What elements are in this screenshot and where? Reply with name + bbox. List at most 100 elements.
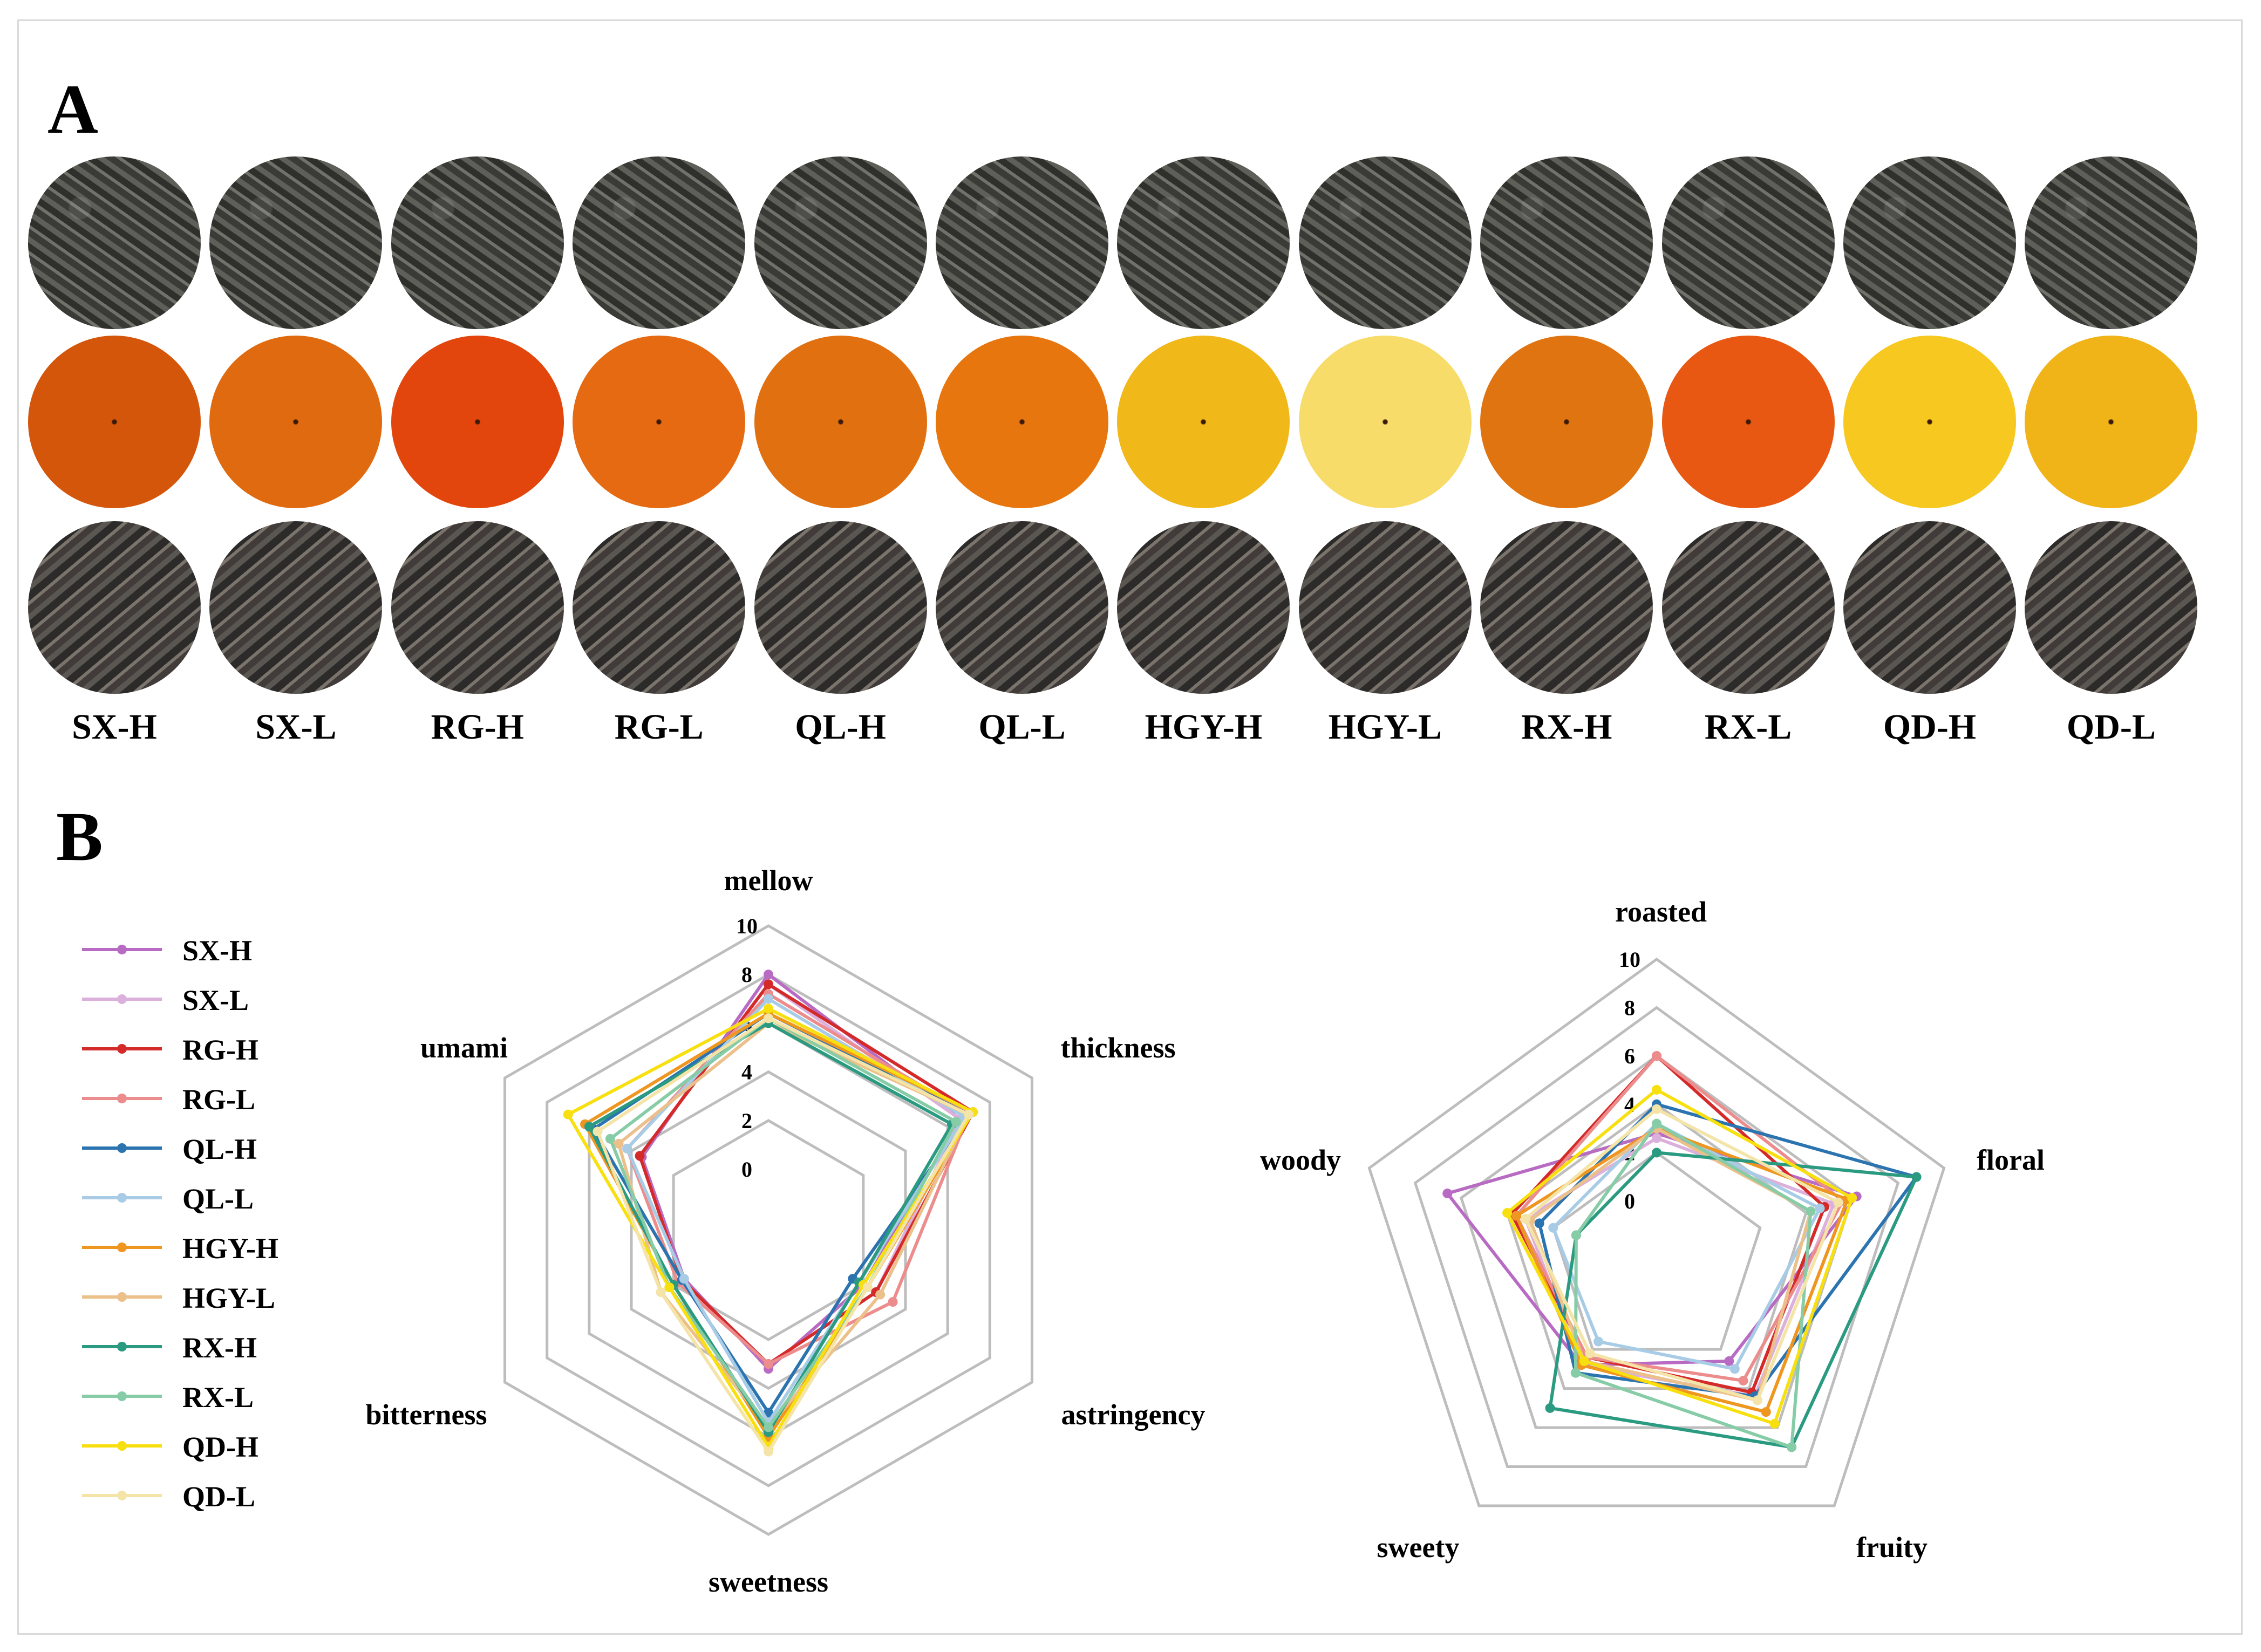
data-point <box>1769 1418 1780 1429</box>
data-point <box>563 1109 573 1119</box>
data-point <box>1579 1356 1589 1366</box>
grid-ring <box>1459 1054 1854 1429</box>
axis-label: sweetness <box>709 1566 828 1598</box>
data-point <box>964 1109 974 1119</box>
grid-ring <box>1413 1006 1900 1469</box>
axis-label: sweety <box>1377 1531 1460 1564</box>
legend-marker <box>117 1044 127 1054</box>
legend-label: SX-L <box>182 984 249 1016</box>
sample-label: QD-H <box>1883 707 1977 747</box>
sample-label: RX-L <box>1704 707 1792 747</box>
data-point <box>764 994 773 1004</box>
grid-ring <box>1551 1151 1762 1351</box>
dry-tea-photo <box>28 156 201 329</box>
sample-label: SX-H <box>72 707 157 747</box>
infused-leaf-photo <box>1117 521 1290 694</box>
legend-label: RX-L <box>182 1381 254 1414</box>
data-point <box>635 1151 645 1161</box>
dry-tea-photo <box>2025 156 2198 329</box>
tea-infusion-photo <box>28 336 201 508</box>
data-point <box>1521 1214 1531 1224</box>
data-point <box>764 1013 773 1023</box>
infused-leaf-photo <box>1298 521 1472 694</box>
data-point <box>1787 1442 1797 1452</box>
grid-ring <box>1367 957 1946 1507</box>
tick-label: 0 <box>1624 1189 1635 1213</box>
tick-label: 2 <box>741 1109 752 1133</box>
legend-marker <box>117 1391 127 1401</box>
data-point <box>1593 1336 1604 1347</box>
tea-infusion-photo <box>1117 336 1290 508</box>
data-point <box>1738 1376 1748 1386</box>
legend-label: RG-L <box>182 1083 255 1116</box>
dry-tea-photo <box>209 156 383 329</box>
data-point <box>1652 1051 1661 1061</box>
axis-label: mellow <box>724 864 813 897</box>
infused-leaf-photo <box>1843 521 2016 694</box>
axis-label: thickness <box>1060 1032 1175 1064</box>
dry-tea-photo <box>1298 156 1472 329</box>
dry-tea-photo <box>1661 156 1835 329</box>
data-point <box>1652 1104 1661 1114</box>
dry-tea-photo <box>1480 156 1653 329</box>
tea-infusion-photo <box>391 336 564 508</box>
data-point <box>764 970 773 980</box>
data-point <box>656 1287 666 1298</box>
legend-label: RX-H <box>182 1332 257 1364</box>
dry-tea-photo <box>1117 156 1290 329</box>
panel-b-label: B <box>56 798 103 876</box>
legend-marker <box>117 1441 127 1451</box>
data-point <box>888 1297 898 1307</box>
data-point <box>1761 1407 1771 1417</box>
legend-marker <box>117 1243 127 1252</box>
sample-label: QL-H <box>795 707 886 747</box>
axis-label: fruity <box>1856 1531 1928 1564</box>
series-line <box>1548 1151 1918 1449</box>
legend-label: SX-H <box>182 934 252 967</box>
tea-infusion-photo <box>1298 336 1472 508</box>
dry-tea-photo <box>754 156 927 329</box>
tea-infusion-photo <box>209 336 383 508</box>
data-point <box>614 1138 624 1149</box>
panel-a-label: A <box>47 71 98 148</box>
infused-leaf-photo <box>754 521 927 694</box>
sample-label: RX-H <box>1521 707 1612 747</box>
tick-label: 8 <box>1624 996 1635 1020</box>
legend-marker <box>117 1491 127 1500</box>
grid-ring <box>503 924 1033 1536</box>
legend-label: RG-H <box>182 1034 258 1066</box>
data-point <box>1752 1395 1762 1405</box>
data-point <box>875 1289 886 1300</box>
sample-label: RG-L <box>614 707 704 747</box>
sample-label: QL-L <box>978 707 1066 747</box>
data-point <box>951 1117 961 1127</box>
data-point <box>1571 1230 1581 1240</box>
axis-label: roasted <box>1615 896 1707 928</box>
axis-label: umami <box>420 1032 508 1064</box>
sample-label: HGY-L <box>1328 707 1442 747</box>
tea-infusion-photo <box>936 336 1108 508</box>
data-point <box>1729 1364 1740 1374</box>
legend-label: QD-H <box>182 1431 258 1463</box>
sample-label: SX-L <box>255 707 337 747</box>
data-point <box>1911 1172 1922 1182</box>
sample-label: HGY-H <box>1145 707 1263 747</box>
tick-label: 0 <box>741 1157 752 1182</box>
legend-label: HGY-H <box>182 1232 278 1265</box>
series-line <box>1524 1107 1840 1402</box>
infused-leaf-photo <box>28 521 201 694</box>
tick-label: 6 <box>1624 1044 1635 1068</box>
legend: SX-H SX-L RG-H RG-L QL-H QL-L HGY-H HGY-L RX-H RX… <box>82 934 278 1513</box>
data-point <box>1534 1218 1544 1228</box>
data-point <box>664 1282 675 1293</box>
legend-label: QD-L <box>182 1480 255 1513</box>
data-point <box>1806 1206 1816 1217</box>
legend-marker <box>117 945 127 954</box>
radar-chart: 0246810mellowthicknessastringencysweetne… <box>366 864 1206 1598</box>
tick-label: 10 <box>1619 947 1640 972</box>
series-line <box>1515 1127 1849 1414</box>
infused-leaf-photo <box>573 521 746 694</box>
legend-marker <box>117 994 127 1004</box>
data-point <box>622 1143 632 1153</box>
